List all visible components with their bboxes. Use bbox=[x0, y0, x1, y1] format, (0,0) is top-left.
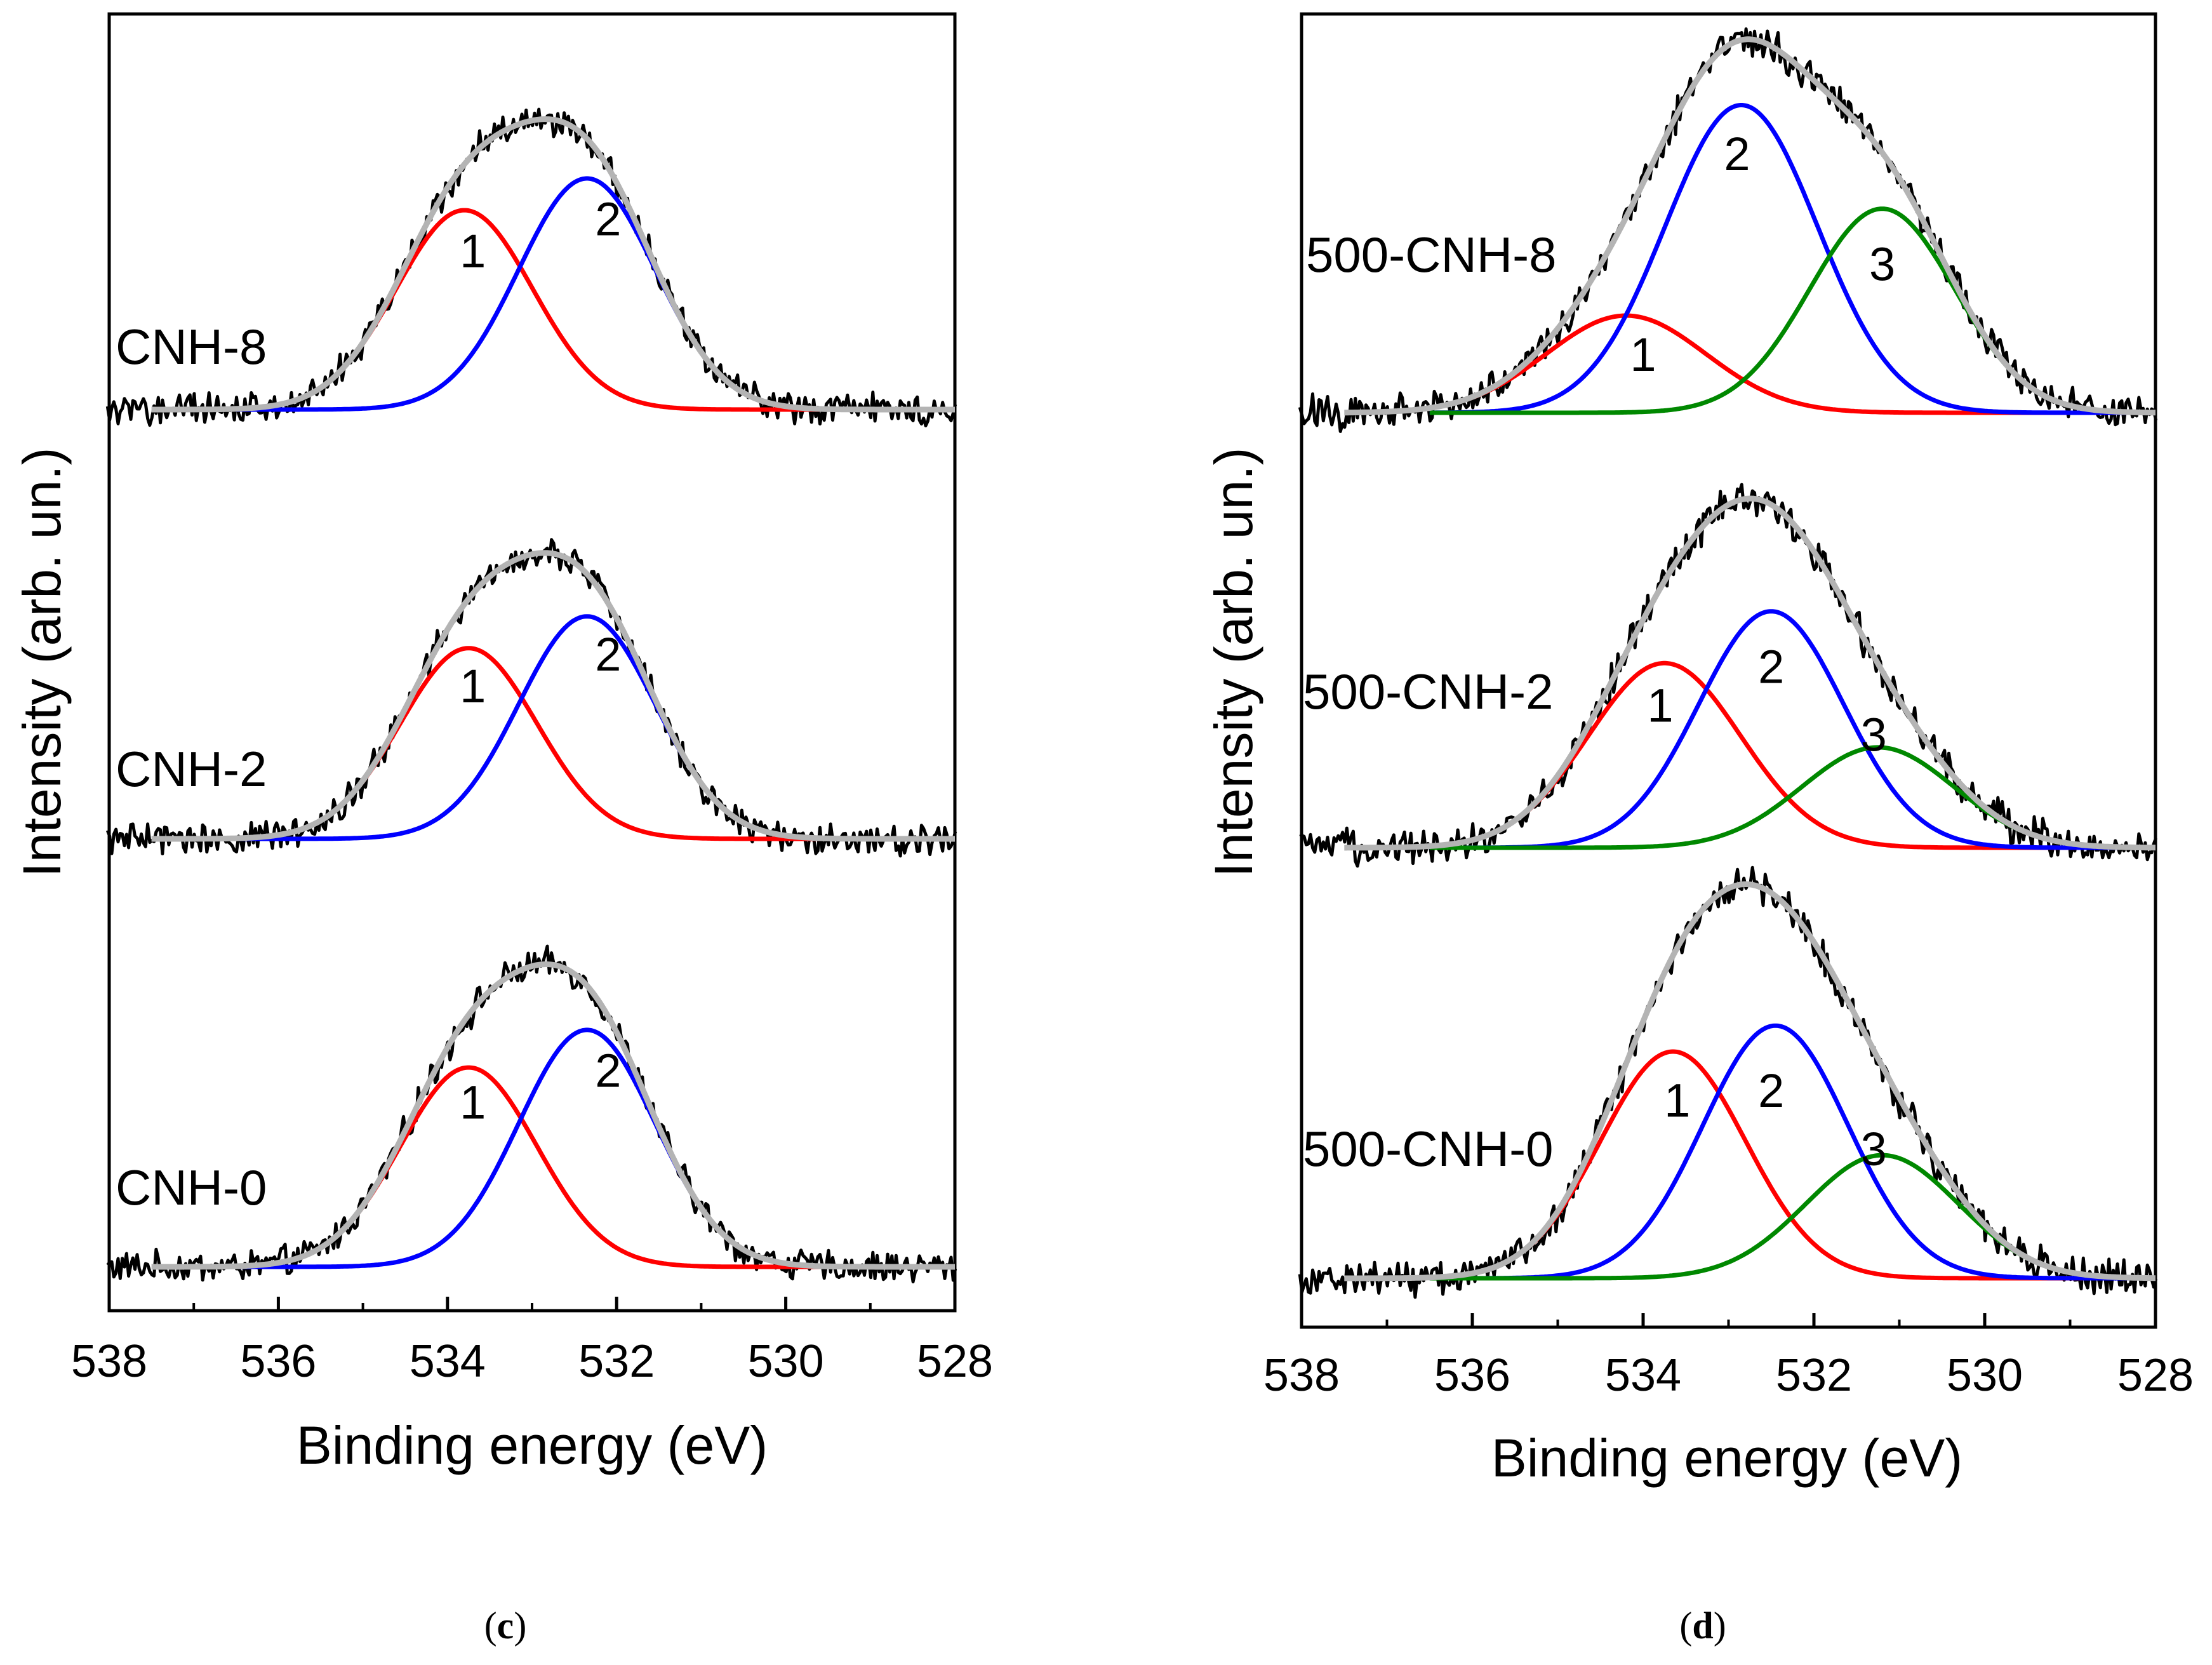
panel-c-cnh-0-peak-label-1: 1 bbox=[460, 1076, 486, 1129]
panel-c-series-label-cnh-2: CNH-2 bbox=[116, 741, 267, 797]
panel-d-500-cnh-8-peak-label-3: 3 bbox=[1869, 237, 1895, 290]
panel-d-500-cnh-2-peak-label-2: 2 bbox=[1758, 640, 1784, 693]
panel-d-traces: 1 2 3 1 2 3 1 2 3 bbox=[1298, 27, 2158, 1299]
panel-d-x-tick-label-530: 530 bbox=[1947, 1350, 2023, 1401]
panel-d-500-cnh-2-peak-label-3: 3 bbox=[1861, 709, 1887, 761]
panel-c-x-tick-label-530: 530 bbox=[748, 1336, 824, 1387]
panel-d-500-cnh-0-peak-label-1: 1 bbox=[1664, 1074, 1690, 1127]
panel-c-cnh-2-envelope-line bbox=[151, 550, 955, 842]
panel-d-series-label-500-cnh-2: 500-CNH-2 bbox=[1303, 664, 1553, 719]
panel-c-x-tick-label-528: 528 bbox=[917, 1336, 993, 1387]
panel-d: 1 2 3 1 2 3 1 2 3 538 536 534 532 530 528 Binding ene… bbox=[1204, 12, 2194, 1647]
panel-c-traces: 1 2 1 2 1 2 bbox=[105, 107, 957, 1283]
panel-c-letter-text: c bbox=[497, 1605, 514, 1647]
panel-c-series-label-cnh-0: CNH-0 bbox=[116, 1160, 267, 1215]
panel-d-500-cnh-8-peak-label-2: 2 bbox=[1724, 128, 1750, 180]
panel-c: 1 2 1 2 1 2 538 536 534 532 530 528 Binding energy… bbox=[12, 12, 993, 1647]
panel-d-500-cnh-2-envelope-line bbox=[1344, 495, 2155, 851]
panel-d-x-tick-label-532: 532 bbox=[1776, 1350, 1852, 1401]
panel-c-x-axis-title: Binding energy (eV) bbox=[296, 1415, 768, 1475]
panel-c-series-label-cnh-8: CNH-8 bbox=[116, 319, 267, 375]
panel-d-500-cnh-0-peak-label-2: 2 bbox=[1758, 1064, 1784, 1117]
panel-d-500-cnh-0-envelope-line bbox=[1344, 881, 2155, 1281]
panel-c-cnh-8-peak-label-2: 2 bbox=[595, 193, 621, 246]
panel-d-500-cnh-8-envelope-line bbox=[1344, 36, 2155, 416]
panel-d-500-cnh-8-peak-label-1: 1 bbox=[1630, 328, 1656, 381]
panel-d-letter: (d) bbox=[1679, 1605, 1726, 1647]
panel-d-x-axis-title: Binding energy (eV) bbox=[1491, 1428, 1962, 1488]
panel-d-x-tick-label-534: 534 bbox=[1605, 1350, 1681, 1401]
panel-c-cnh-8-peak-label-1: 1 bbox=[460, 225, 486, 278]
panel-d-x-tick-label-538: 538 bbox=[1263, 1350, 1340, 1401]
panel-d-series-label-500-cnh-8: 500-CNH-8 bbox=[1306, 227, 1556, 283]
panel-c-cnh-8-envelope-line bbox=[151, 116, 955, 413]
panel-d-x-tick-label-536: 536 bbox=[1434, 1350, 1510, 1401]
panel-c-x-tick-label-532: 532 bbox=[578, 1336, 655, 1387]
panel-c-x-tick-label-534: 534 bbox=[410, 1336, 486, 1387]
panel-d-500-cnh-8-peak-2-line bbox=[1429, 103, 2155, 415]
panel-d-y-axis-title: Intensity (arb. un.) bbox=[1204, 448, 1263, 878]
panel-d-series-label-500-cnh-0: 500-CNH-0 bbox=[1303, 1121, 1553, 1177]
panel-d-x-tick-label-528: 528 bbox=[2117, 1350, 2194, 1401]
panel-c-ticks: 538 536 534 532 530 528 bbox=[71, 1297, 993, 1387]
panel-c-cnh-0-envelope-line bbox=[151, 961, 955, 1270]
panel-d-letter-text: d bbox=[1692, 1605, 1713, 1647]
panel-c-letter: (c) bbox=[484, 1605, 527, 1647]
panel-c-cnh-2-peak-label-1: 1 bbox=[460, 660, 486, 712]
panel-d-500-cnh-2-peak-label-1: 1 bbox=[1647, 679, 1673, 732]
panel-c-cnh-2-peak-label-2: 2 bbox=[595, 628, 621, 681]
panel-d-500-cnh-0-peak-label-3: 3 bbox=[1861, 1123, 1887, 1175]
panel-c-cnh-0-peak-label-2: 2 bbox=[595, 1045, 621, 1097]
panel-c-x-tick-label-538: 538 bbox=[71, 1336, 147, 1387]
panel-c-x-tick-label-536: 536 bbox=[240, 1336, 316, 1387]
panel-d-ticks: 538 536 534 532 530 528 bbox=[1263, 1313, 2194, 1401]
panel-d-500-cnh-2-peak-2-line bbox=[1429, 609, 2155, 850]
panel-c-y-axis-title: Intensity (arb. un.) bbox=[12, 448, 72, 878]
